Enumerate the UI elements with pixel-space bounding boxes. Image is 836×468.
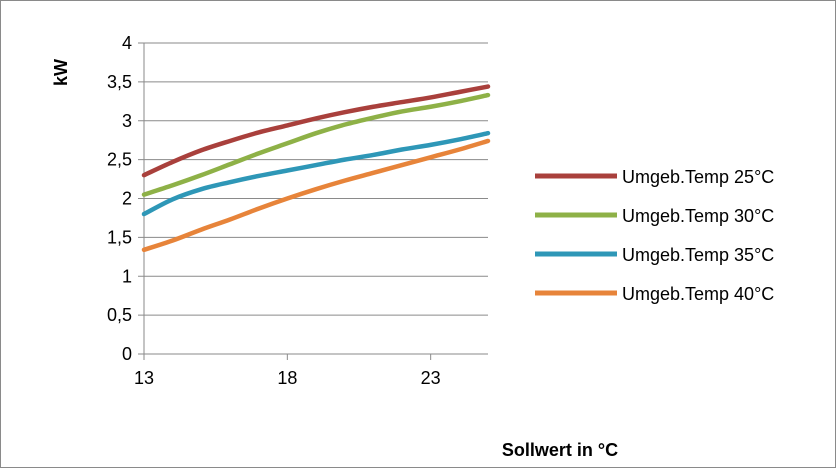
x-tick-label: 23 <box>421 368 441 388</box>
y-tick-label: 0 <box>122 344 132 364</box>
legend-label-3: Umgeb.Temp 35°C <box>622 245 774 265</box>
y-tick-label: 3,5 <box>107 72 132 92</box>
series-line-2 <box>141 92 491 197</box>
y-tick-label: 2,5 <box>107 150 132 170</box>
x-axis-title: Sollwert in °C <box>502 440 618 460</box>
y-tick-label: 2 <box>122 189 132 209</box>
y-tick-label: 0,5 <box>107 305 132 325</box>
legend-label-2: Umgeb.Temp 30°C <box>622 206 774 226</box>
y-tick-label: 4 <box>122 33 132 53</box>
series-line-4 <box>141 138 491 253</box>
y-tick-label: 3 <box>122 111 132 131</box>
y-axis-title: kW <box>51 59 71 86</box>
y-tick-label: 1 <box>122 266 132 286</box>
legend-label-1: Umgeb.Temp 25°C <box>622 167 774 187</box>
series-line-3 <box>141 130 491 217</box>
x-tick-label: 18 <box>277 368 297 388</box>
series-line-1 <box>141 84 491 178</box>
x-tick-label: 13 <box>134 368 154 388</box>
legend-label-4: Umgeb.Temp 40°C <box>622 284 774 304</box>
y-tick-label: 1,5 <box>107 227 132 247</box>
